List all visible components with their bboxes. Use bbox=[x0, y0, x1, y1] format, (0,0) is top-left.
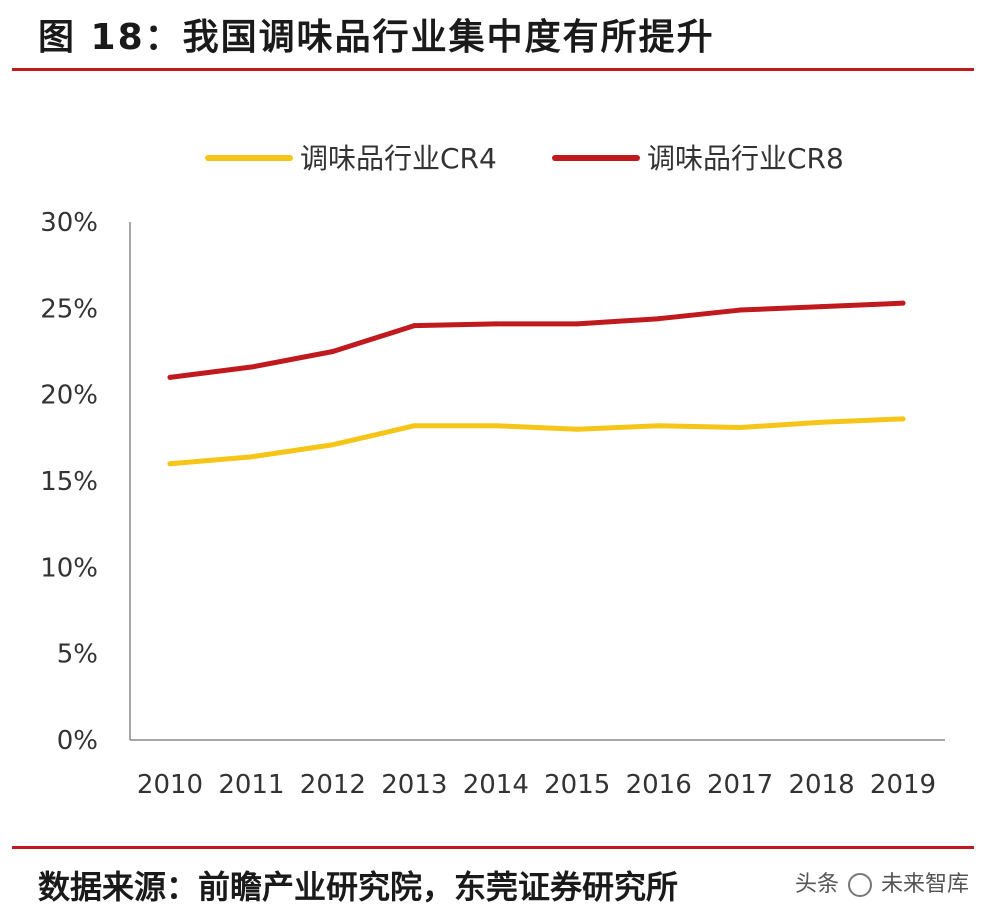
bottom-divider bbox=[12, 846, 974, 849]
data-point bbox=[248, 364, 254, 370]
data-point bbox=[900, 416, 906, 422]
x-tick-label: 2019 bbox=[870, 770, 936, 800]
watermark-name: 未来智库 bbox=[881, 872, 970, 897]
data-point bbox=[900, 300, 906, 306]
data-point bbox=[574, 426, 580, 432]
axes: 0% 5% 10% 15% 20% 25% 30% 2010 2011 2012 2013 2014 2… bbox=[40, 208, 945, 800]
data-point bbox=[493, 321, 499, 327]
x-tick-label: 2012 bbox=[300, 770, 366, 800]
data-point bbox=[574, 321, 580, 327]
y-tick-label: 20% bbox=[40, 381, 98, 411]
y-tick-label: 25% bbox=[40, 294, 98, 324]
data-point bbox=[819, 419, 825, 425]
x-tick-label: 2014 bbox=[463, 770, 529, 800]
x-tick-label: 2010 bbox=[137, 770, 203, 800]
data-point bbox=[411, 323, 417, 329]
series-line bbox=[167, 300, 906, 380]
legend-label: 调味品行业CR8 bbox=[647, 142, 844, 175]
series-layer bbox=[167, 300, 906, 467]
data-point bbox=[656, 423, 662, 429]
y-tick-label: 5% bbox=[57, 640, 98, 670]
series-line bbox=[167, 416, 906, 467]
data-point bbox=[737, 424, 743, 430]
chart-title: 图 18：我国调味品行业集中度有所提升 bbox=[38, 17, 715, 58]
x-tick-label: 2011 bbox=[218, 770, 284, 800]
data-point bbox=[330, 349, 336, 354]
data-point bbox=[167, 374, 173, 380]
data-point bbox=[248, 454, 254, 460]
data-point bbox=[330, 442, 336, 448]
data-point bbox=[411, 423, 417, 429]
legend-label: 调味品行业CR4 bbox=[300, 142, 497, 175]
data-point bbox=[819, 304, 825, 310]
y-tick-label: 10% bbox=[40, 553, 98, 583]
data-point bbox=[493, 423, 499, 429]
x-tick-label: 2017 bbox=[707, 770, 773, 800]
top-divider bbox=[12, 68, 974, 71]
data-point bbox=[167, 461, 173, 467]
x-tick-label: 2016 bbox=[626, 770, 692, 800]
line-chart: 调味品行业CR4 调味品行业CR8 0% 5% 10% 15% 20% 25% 30% 2010… bbox=[40, 142, 945, 800]
x-tick-label: 2015 bbox=[544, 770, 610, 800]
y-tick-label: 15% bbox=[40, 467, 98, 497]
data-source-note: 数据来源：前瞻产业研究院，东莞证券研究所 bbox=[38, 868, 679, 906]
legend: 调味品行业CR4 调味品行业CR8 bbox=[205, 142, 844, 175]
x-tick-label: 2013 bbox=[381, 770, 447, 800]
y-tick-label: 30% bbox=[40, 208, 98, 238]
y-tick-label: 0% bbox=[57, 726, 98, 756]
watermark-logo-icon bbox=[848, 873, 873, 897]
data-point bbox=[656, 316, 662, 322]
x-tick-label: 2018 bbox=[788, 770, 854, 800]
data-point bbox=[737, 307, 743, 313]
watermark-prefix: 头条 bbox=[795, 872, 840, 897]
watermark: 头条 未来智库 bbox=[795, 866, 969, 898]
